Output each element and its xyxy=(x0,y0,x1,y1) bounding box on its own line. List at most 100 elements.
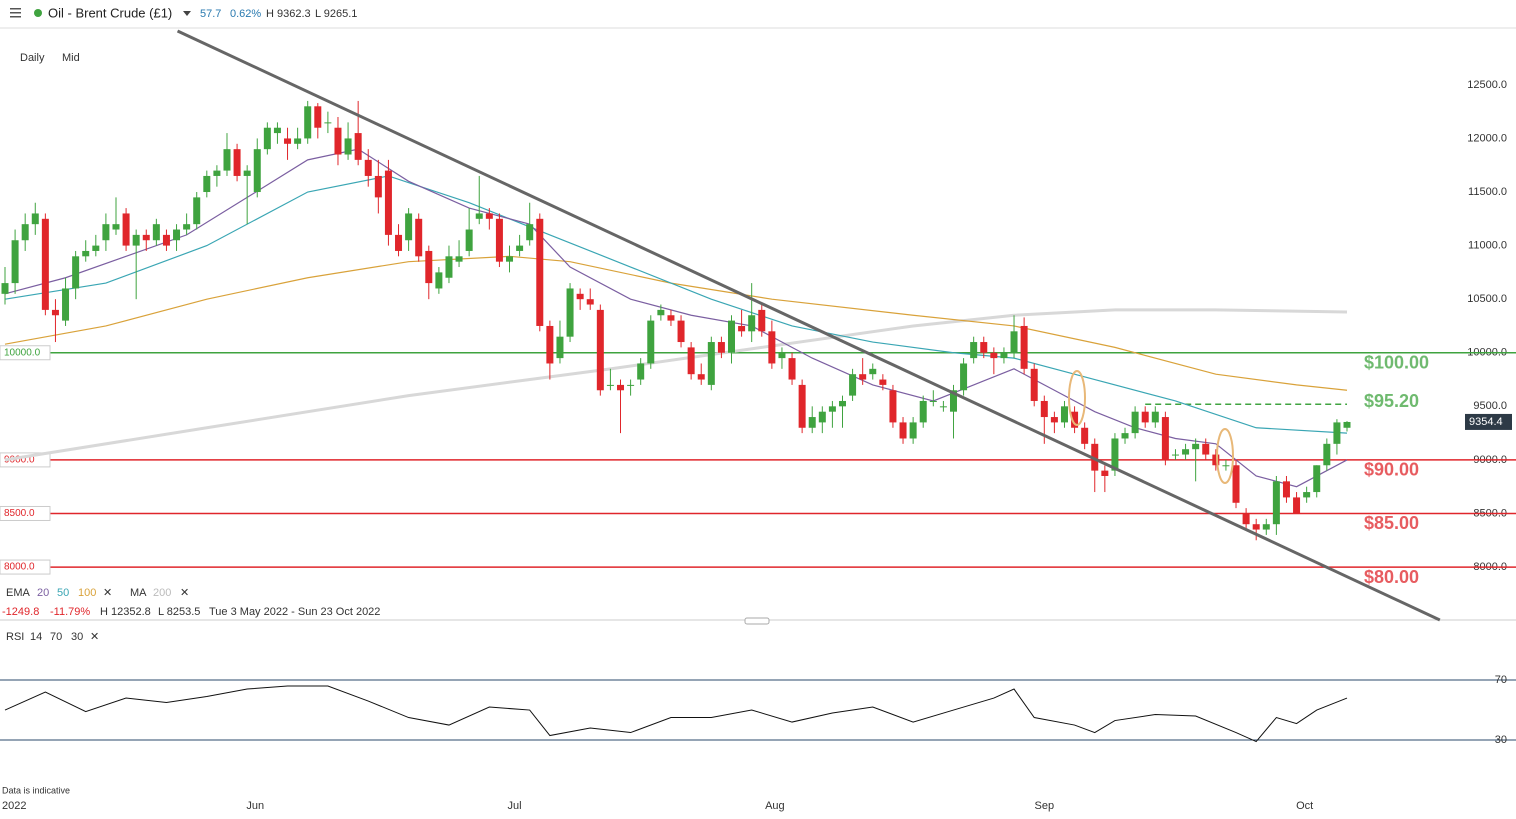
candle-body xyxy=(818,411,826,423)
candle-body xyxy=(1333,422,1341,444)
rsi-period: 14 xyxy=(30,631,42,643)
level-tag: $85.00 xyxy=(1364,513,1419,533)
stats-high: H 12352.8 xyxy=(100,606,151,618)
candle-body xyxy=(859,374,867,380)
rsi-upper: 70 xyxy=(50,631,62,643)
remove-rsi[interactable]: ✕ xyxy=(90,631,99,643)
candle-body xyxy=(425,250,433,284)
candle-body xyxy=(707,342,715,385)
ema-100: 100 xyxy=(78,587,96,599)
dropdown-arrow[interactable] xyxy=(183,11,191,16)
candle-body xyxy=(1060,406,1068,423)
candle-body xyxy=(536,218,544,326)
candle-body xyxy=(728,320,735,353)
candle-body xyxy=(546,325,554,364)
candle-body xyxy=(1171,454,1179,456)
candle-body xyxy=(889,390,897,423)
candle-body xyxy=(304,106,312,139)
candle-body xyxy=(405,213,413,241)
candle-body xyxy=(475,213,483,219)
candle-body xyxy=(1010,331,1018,353)
candle-body xyxy=(203,175,211,193)
y-tick-label: 11500.0 xyxy=(1468,186,1507,198)
candle-body xyxy=(1050,417,1058,423)
candle-body xyxy=(970,342,978,359)
y-tick-label: 30 xyxy=(1495,734,1507,746)
candle-body xyxy=(31,213,39,225)
ema-label: EMA xyxy=(6,587,31,599)
menu-icon[interactable] xyxy=(10,8,21,18)
candle-body xyxy=(415,218,423,257)
remove-ma[interactable]: ✕ xyxy=(180,587,189,599)
level-label-box xyxy=(0,452,51,468)
candle-body xyxy=(1202,443,1210,455)
candle-body xyxy=(1020,325,1028,369)
change: 57.7 xyxy=(200,8,221,20)
candle-body xyxy=(506,256,514,262)
candle-body xyxy=(919,400,927,423)
y-tick-label: 11000.0 xyxy=(1468,240,1507,252)
candle-body xyxy=(92,245,100,251)
stats-pct: -11.79% xyxy=(50,606,90,618)
candle-body xyxy=(162,234,170,246)
candle-body xyxy=(768,331,776,364)
candle-body xyxy=(687,347,695,375)
candle-body xyxy=(697,374,705,380)
level-label-box xyxy=(0,345,51,361)
candle-body xyxy=(11,240,19,284)
candle-body xyxy=(354,133,362,160)
level-label: 10000.0 xyxy=(4,347,41,358)
candle-body xyxy=(647,320,655,364)
level-label: 8500.0 xyxy=(4,508,35,519)
price-type[interactable]: Mid xyxy=(62,52,80,64)
y-tick-label: 10500.0 xyxy=(1467,293,1507,305)
candle-body xyxy=(849,374,857,396)
candle-body xyxy=(788,358,796,380)
stats-low: L 8253.5 xyxy=(158,606,200,618)
candle-body xyxy=(808,417,816,428)
candle-body xyxy=(1071,411,1079,428)
high: H 9362.3 xyxy=(266,8,311,20)
candle-body xyxy=(1030,368,1038,401)
indicator-line xyxy=(4,255,1348,391)
candle-body xyxy=(294,138,302,144)
candle-body xyxy=(1040,400,1048,418)
candle-body xyxy=(758,309,766,332)
candle-body xyxy=(778,352,786,359)
remove-ema[interactable]: ✕ xyxy=(103,587,112,599)
candle-body xyxy=(516,245,524,251)
candle-body xyxy=(667,315,675,321)
x-tick-label: Jun xyxy=(246,800,264,812)
candle-body xyxy=(960,363,968,391)
candle-body xyxy=(798,384,806,428)
candle-body xyxy=(606,384,614,386)
candle-body xyxy=(1091,443,1099,471)
instrument-title[interactable]: Oil - Brent Crude (£1) xyxy=(48,5,172,20)
stats-change: -1249.8 xyxy=(2,606,39,618)
interval[interactable]: Daily xyxy=(20,52,45,64)
candle-body xyxy=(576,293,584,300)
candle-body xyxy=(1303,492,1311,498)
candle-body xyxy=(82,250,90,257)
candle-body xyxy=(990,352,998,359)
highlight-oval xyxy=(1068,370,1086,426)
candle-body xyxy=(1111,438,1119,471)
candle-body xyxy=(869,368,877,375)
candle-body xyxy=(1141,411,1149,423)
pane-resize-handle[interactable] xyxy=(744,617,770,625)
stats-range: Tue 3 May 2022 - Sun 23 Oct 2022 xyxy=(209,606,380,618)
candle-body xyxy=(1282,481,1290,498)
candle-body xyxy=(717,342,725,353)
candle-body xyxy=(142,234,150,241)
candle-body xyxy=(1323,443,1331,466)
candle-body xyxy=(1081,427,1089,444)
candle-body xyxy=(495,218,503,262)
level-label: 9000.0 xyxy=(4,455,35,466)
candle-body xyxy=(233,149,241,176)
level-tag: $100.00 xyxy=(1364,353,1429,373)
candle-body xyxy=(485,213,493,219)
candle-body xyxy=(263,127,271,150)
candle-body xyxy=(435,272,443,289)
candle-body xyxy=(1313,465,1321,493)
candle-body xyxy=(223,149,231,171)
